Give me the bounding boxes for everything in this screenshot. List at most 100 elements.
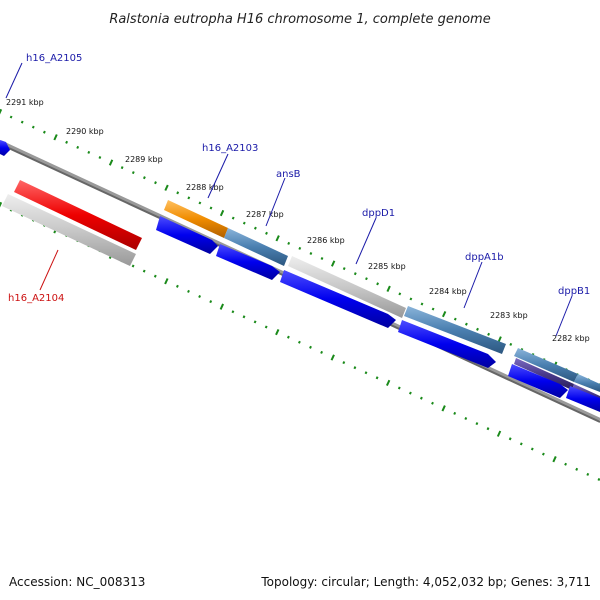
tick-mark — [264, 325, 268, 329]
kbp-label-2290: 2290 kbp — [66, 127, 104, 136]
tick-mark — [286, 335, 290, 339]
tick-mark — [586, 472, 590, 476]
cds-arrow-6[interactable] — [566, 386, 600, 412]
gene-label-dppA1b[interactable]: dppA1b — [465, 252, 504, 263]
tick-mark — [242, 221, 246, 225]
tick-mark — [164, 278, 169, 285]
tick-mark — [342, 361, 346, 365]
tick-mark — [552, 455, 557, 463]
tick-mark — [231, 216, 235, 220]
tick-mark — [76, 145, 80, 149]
gene-orange-feature[interactable] — [164, 200, 228, 238]
tick-mark — [419, 396, 423, 400]
kbp-label-2289: 2289 kbp — [125, 155, 163, 164]
genome-summary-text: Topology: circular; Length: 4,052,032 bp… — [260, 575, 591, 589]
tick-mark — [441, 310, 447, 318]
cds-arrow-left-edge[interactable] — [0, 140, 10, 156]
gene-label-ansB[interactable]: ansB — [276, 169, 301, 180]
tick-mark — [53, 134, 58, 141]
tick-mark — [198, 201, 202, 205]
tick-mark — [176, 191, 180, 195]
cds-arrow-2[interactable] — [216, 244, 280, 280]
tick-mark — [530, 447, 534, 451]
tick-mark — [175, 284, 179, 288]
gene-dppD1-feature[interactable] — [288, 256, 406, 318]
tick-mark — [564, 462, 568, 466]
tick-mark — [275, 235, 280, 242]
tick-mark — [142, 176, 146, 180]
tick-mark — [497, 336, 502, 343]
tick-mark — [242, 315, 246, 319]
tick-mark — [287, 241, 291, 245]
tick-mark — [376, 282, 380, 286]
tick-mark — [409, 297, 413, 301]
tick-mark — [408, 391, 412, 395]
kbp-label-2288: 2288 kbp — [186, 183, 224, 192]
tick-mark — [187, 289, 190, 293]
tick-mark — [65, 140, 69, 144]
tick-mark — [231, 310, 235, 314]
gene-ansB-feature[interactable] — [224, 228, 288, 266]
gene-dppB1-feature[interactable] — [514, 348, 600, 392]
kbp-label-2287: 2287 kbp — [246, 210, 284, 219]
tick-mark — [187, 196, 191, 200]
tick-ring-outer — [0, 108, 600, 387]
tick-mark — [253, 226, 257, 230]
tick-mark — [486, 427, 490, 431]
tick-mark — [142, 269, 146, 273]
tick-mark — [397, 386, 401, 390]
tick-mark — [541, 452, 545, 456]
tick-mark — [441, 405, 446, 412]
tick-mark — [342, 267, 346, 271]
gene-label-dppB1[interactable]: dppB1 — [558, 286, 590, 297]
tick-mark — [87, 150, 91, 154]
kbp-label-2291: 2291 kbp — [6, 98, 44, 107]
cds-arrow-3[interactable] — [280, 270, 396, 328]
tick-mark — [153, 274, 157, 278]
tick-mark — [509, 342, 513, 346]
tick-mark — [31, 125, 35, 129]
gene-label-h16-A2103[interactable]: h16_A2103 — [202, 143, 258, 154]
gene-label-h16-A2104[interactable]: h16_A2104 — [8, 293, 64, 304]
gene-label-h16-A2105[interactable]: h16_A2105 — [26, 53, 82, 64]
tick-mark — [385, 379, 391, 387]
tick-mark — [420, 302, 424, 306]
tick-mark — [487, 332, 491, 336]
tick-mark — [476, 327, 479, 331]
tick-mark — [275, 328, 280, 336]
tick-mark — [320, 350, 324, 354]
tick-mark — [131, 264, 135, 268]
tick-mark — [253, 320, 257, 324]
tick-mark — [131, 171, 135, 175]
tick-mark — [209, 300, 213, 304]
tick-mark — [453, 411, 457, 415]
gene-dppA1b-feature[interactable] — [404, 306, 506, 354]
kbp-label-2282: 2282 kbp — [552, 334, 590, 343]
tick-mark — [0, 108, 3, 115]
kbp-label-2286: 2286 kbp — [307, 236, 345, 245]
tick-mark — [219, 303, 225, 310]
tick-mark — [453, 317, 457, 321]
tick-mark — [464, 322, 468, 326]
cds-arrow-4[interactable] — [398, 320, 496, 368]
callout-lines — [5, 62, 573, 337]
kbp-label-2283: 2283 kbp — [490, 311, 528, 320]
tick-mark — [364, 371, 368, 375]
tick-mark — [353, 366, 357, 370]
gene-h16-A2104-feature[interactable] — [14, 180, 142, 250]
cds-arrow-5[interactable] — [508, 364, 568, 398]
tick-mark — [431, 401, 434, 405]
tick-mark — [431, 307, 435, 311]
tick-mark — [298, 246, 302, 250]
tick-mark — [20, 120, 24, 124]
tick-mark — [320, 256, 324, 261]
tick-mark — [98, 155, 102, 160]
tick-mark — [508, 437, 512, 441]
tick-mark — [154, 181, 157, 185]
tick-mark — [496, 430, 502, 437]
tick-mark — [219, 209, 225, 217]
cds-arrow-1[interactable] — [156, 216, 218, 254]
gene-label-dppD1[interactable]: dppD1 — [362, 208, 395, 219]
gene-h16-A2104-gray-feature[interactable] — [2, 194, 136, 266]
tick-mark — [108, 159, 114, 166]
